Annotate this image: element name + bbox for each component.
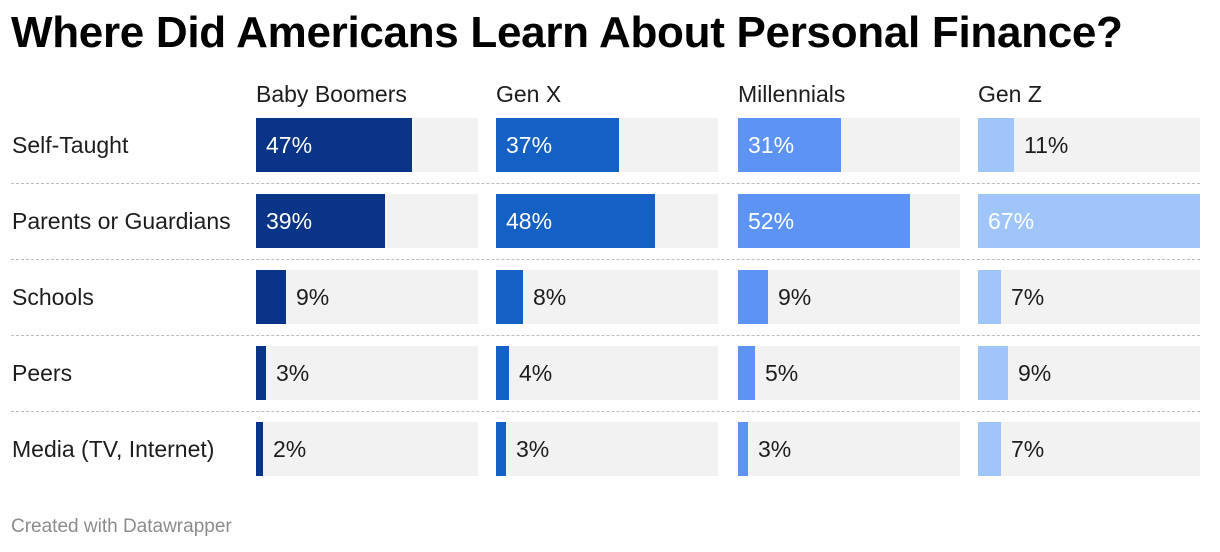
bar-track <box>738 270 960 324</box>
value-label: 4% <box>519 360 553 386</box>
value-label: 67% <box>988 208 1035 234</box>
value-label: 39% <box>266 208 313 234</box>
value-label: 31% <box>748 132 795 158</box>
value-label: 37% <box>506 132 553 158</box>
bar <box>978 270 1001 324</box>
bar <box>496 422 506 476</box>
value-label: 7% <box>1011 284 1045 310</box>
bar <box>738 422 748 476</box>
column-header: Gen Z <box>978 81 1042 107</box>
value-label: 9% <box>778 284 812 310</box>
row-label: Self-Taught <box>12 132 129 158</box>
bar <box>496 270 523 324</box>
row-divider <box>11 335 1200 336</box>
value-label: 3% <box>758 436 792 462</box>
value-label: 52% <box>748 208 795 234</box>
value-label: 47% <box>266 132 313 158</box>
bar-track <box>978 118 1200 172</box>
row-divider <box>11 183 1200 184</box>
column-header: Millennials <box>738 81 846 107</box>
row-divider <box>11 259 1200 260</box>
row-label: Schools <box>12 284 94 310</box>
row-label: Media (TV, Internet) <box>12 436 215 462</box>
row-divider <box>11 411 1200 412</box>
value-label: 3% <box>516 436 550 462</box>
bar <box>256 346 266 400</box>
value-label: 9% <box>296 284 330 310</box>
bar-track <box>978 422 1200 476</box>
bar <box>496 194 655 248</box>
bar-track <box>256 422 478 476</box>
value-label: 48% <box>506 208 553 234</box>
bar-track <box>738 346 960 400</box>
bar <box>256 194 385 248</box>
bar <box>978 118 1014 172</box>
bar <box>978 194 1200 248</box>
bar-track <box>496 346 718 400</box>
value-label: 7% <box>1011 436 1045 462</box>
bar <box>978 346 1008 400</box>
bar <box>256 422 263 476</box>
value-label: 2% <box>273 436 307 462</box>
bar-track <box>256 346 478 400</box>
value-label: 11% <box>1024 132 1069 158</box>
bar <box>738 270 768 324</box>
chart-title: Where Did Americans Learn About Personal… <box>11 8 1123 57</box>
bar <box>256 270 286 324</box>
row-label: Parents or Guardians <box>12 208 231 234</box>
bar-track <box>496 270 718 324</box>
value-label: 9% <box>1018 360 1052 386</box>
bar-track <box>978 346 1200 400</box>
column-header: Baby Boomers <box>256 81 407 107</box>
bar-track <box>256 270 478 324</box>
bar <box>496 118 619 172</box>
value-label: 8% <box>533 284 567 310</box>
bar-track <box>738 422 960 476</box>
bar <box>256 118 412 172</box>
row-label: Peers <box>12 360 73 386</box>
value-label: 5% <box>765 360 799 386</box>
bar <box>738 118 841 172</box>
bar-track <box>978 270 1200 324</box>
footer-credit: Created with Datawrapper <box>11 516 232 537</box>
column-header: Gen X <box>496 81 562 107</box>
bar <box>738 194 910 248</box>
bar-track <box>496 422 718 476</box>
bar <box>738 346 755 400</box>
bar <box>978 422 1001 476</box>
value-label: 3% <box>276 360 310 386</box>
bar <box>496 346 509 400</box>
